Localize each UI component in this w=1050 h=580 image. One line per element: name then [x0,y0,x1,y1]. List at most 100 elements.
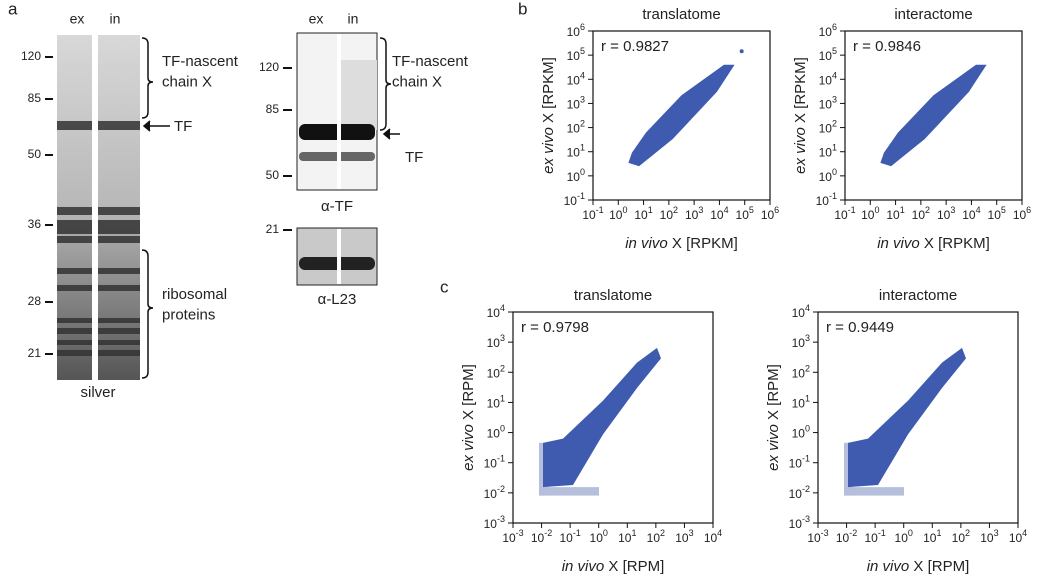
tick-base: 10 [567,122,581,136]
x-tick-label: 102 [952,528,970,545]
annotation: r = 0.9827 [601,38,669,55]
tick-base: 10 [952,531,966,545]
y-tick-label: 100 [487,424,505,441]
tick-base: 10 [567,146,581,160]
tick-exp: 5 [832,47,837,57]
x-tick-label: 100 [861,205,879,222]
panel-label: b [518,0,527,18]
y-axis-label: ex vivo X [RPKM] [792,57,809,174]
tick-base: 10 [819,170,833,184]
x-tick-label: 101 [634,205,652,222]
tick-exp: 0 [874,205,879,215]
marker-label: 28 [28,294,42,308]
label-rest: X [RPM] [909,558,969,575]
x-tick-label: 103 [685,205,703,222]
tick-exp: 3 [832,95,837,105]
tick-base: 10 [792,336,806,350]
x-tick-label: 105 [988,205,1006,222]
tick-base: 10 [487,366,501,380]
tick-base: 10 [819,49,833,63]
y-tick-label: 10-3 [789,514,810,531]
tick-exp: 0 [500,424,505,434]
tick-base: 10 [1013,208,1027,222]
marker-label: 36 [28,217,42,231]
label-italic: ex vivo [460,424,477,471]
tick-exp: 1 [936,528,941,538]
tick-exp: 1 [900,205,905,215]
y-axis-label: ex vivo X [RPKM] [540,57,557,174]
tick-base: 10 [834,208,848,222]
tick-base: 10 [988,208,1002,222]
tick-base: 10 [736,208,750,222]
y-axis-label: ex vivo X [RPM] [765,364,782,471]
gel-markers [45,56,53,355]
label-italic: ex vivo [540,127,557,174]
tick-base: 10 [582,208,596,222]
tick-exp: 0 [832,167,837,177]
cloud-shape [880,64,987,167]
y-tick-label: 100 [819,167,837,184]
tick-base: 10 [861,208,875,222]
tick-exp: -1 [573,528,581,538]
y-tick-label: 101 [819,143,837,160]
tick-base: 10 [1009,531,1023,545]
tick-base: 10 [816,194,830,208]
y-tick-label: 106 [819,22,837,39]
tf-blot [296,32,378,191]
label-italic: ex vivo [765,424,782,471]
x-tick-label: 10-1 [834,205,855,222]
tick-exp: 0 [908,528,913,538]
tick-exp: -1 [497,454,505,464]
label-rest: X [RPKM] [920,235,990,252]
tick-exp: 6 [580,22,585,32]
tick-exp: 3 [580,95,585,105]
tick-exp: 2 [832,119,837,129]
tick-base: 10 [590,531,604,545]
tick-base: 10 [937,208,951,222]
tick-base: 10 [792,397,806,411]
tick-base: 10 [980,531,994,545]
y-tick-label: 100 [567,167,585,184]
tick-base: 10 [789,487,803,501]
tick-base: 10 [819,98,833,112]
tick-base: 10 [567,98,581,112]
gel-brackets [141,37,170,379]
label-italic: in vivo [625,235,668,252]
tick-base: 10 [704,531,718,545]
x-tick-label: 104 [710,205,728,222]
tick-exp: 0 [603,528,608,538]
tick-base: 10 [864,531,878,545]
panel-label: a [8,0,18,18]
y-tick-label: 104 [819,71,837,88]
tick-exp: 1 [648,205,653,215]
cloud-strip [539,487,599,496]
marker-label: 50 [266,168,280,182]
tick-base: 10 [634,208,648,222]
marker-label: 85 [266,102,280,116]
tick-base: 10 [710,208,724,222]
tick-exp: -2 [497,484,505,494]
bracket-label: TF-nascent chain X [162,53,239,90]
tick-base: 10 [685,208,699,222]
tick-exp: -1 [577,191,585,201]
y-tick-label: 101 [567,143,585,160]
y-tick-label: 105 [819,47,837,64]
tick-exp: 5 [580,47,585,57]
y-tick-label: 101 [487,394,505,411]
arrow-label: TF [405,149,423,166]
chart-title: interactome [894,6,972,23]
tick-base: 10 [487,397,501,411]
tick-base: 10 [567,170,581,184]
x-tick-label: 102 [660,205,678,222]
tick-base: 10 [886,208,900,222]
tick-exp: 0 [580,167,585,177]
tick-exp: -3 [497,514,505,524]
silver-gel [57,35,140,380]
label-rest: X [RPM] [460,364,477,424]
tick-base: 10 [609,208,623,222]
tick-exp: 3 [994,528,999,538]
tick-exp: 3 [698,205,703,215]
bracket-label: TF-nascent chain X [392,53,469,90]
tick-exp: -2 [849,528,857,538]
